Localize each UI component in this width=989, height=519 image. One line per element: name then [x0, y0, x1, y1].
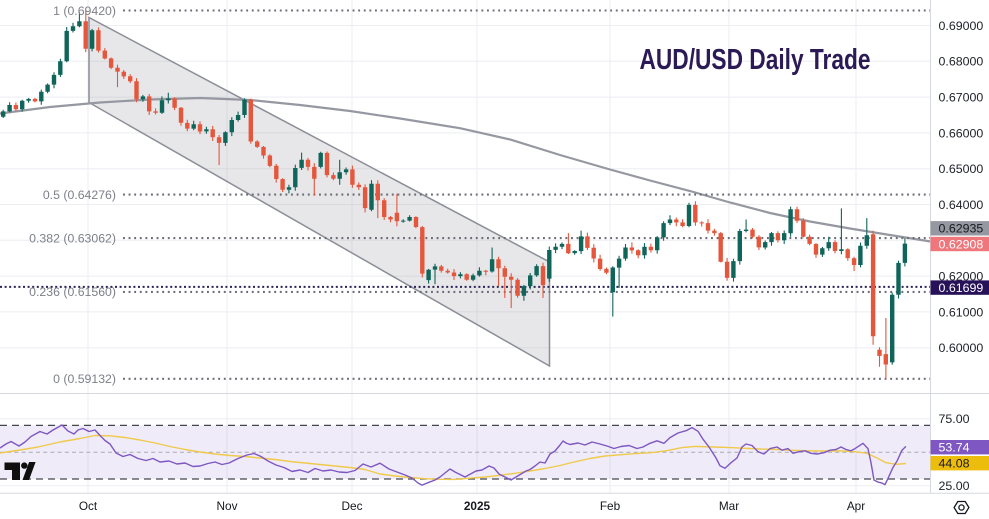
svg-text:0.68000: 0.68000 — [939, 55, 984, 69]
svg-text:0.65000: 0.65000 — [939, 162, 984, 176]
svg-text:53.74: 53.74 — [939, 441, 970, 455]
svg-text:Mar: Mar — [719, 499, 739, 513]
svg-text:0.69000: 0.69000 — [939, 19, 984, 33]
svg-text:Dec: Dec — [342, 499, 363, 513]
svg-text:44.08: 44.08 — [939, 457, 970, 471]
svg-text:Feb: Feb — [600, 499, 621, 513]
svg-text:Oct: Oct — [79, 499, 98, 513]
svg-text:0.66000: 0.66000 — [939, 126, 984, 140]
svg-text:0.60000: 0.60000 — [939, 341, 984, 355]
svg-text:25.00: 25.00 — [939, 479, 970, 493]
svg-text:Nov: Nov — [217, 499, 238, 513]
svg-text:0.382 (0.63062): 0.382 (0.63062) — [29, 231, 116, 245]
svg-text:1 (0.69420): 1 (0.69420) — [53, 4, 116, 18]
svg-text:0.236 (0.61560): 0.236 (0.61560) — [29, 285, 116, 299]
svg-text:0.5 (0.64276): 0.5 (0.64276) — [43, 188, 116, 202]
svg-text:0.62000: 0.62000 — [939, 270, 984, 284]
svg-text:75.00: 75.00 — [939, 412, 970, 426]
svg-text:0.67000: 0.67000 — [939, 91, 984, 105]
svg-text:Apr: Apr — [847, 499, 865, 513]
svg-text:0.62935: 0.62935 — [939, 222, 984, 236]
svg-text:0.61699: 0.61699 — [939, 281, 984, 295]
svg-text:2025: 2025 — [464, 499, 491, 513]
svg-text:0.61000: 0.61000 — [939, 305, 984, 319]
svg-text:0.64000: 0.64000 — [939, 198, 984, 212]
svg-text:0.62908: 0.62908 — [939, 237, 984, 251]
svg-text:AUD/USD Daily Trade: AUD/USD Daily Trade — [640, 44, 871, 76]
svg-text:0 (0.59132): 0 (0.59132) — [53, 372, 116, 386]
